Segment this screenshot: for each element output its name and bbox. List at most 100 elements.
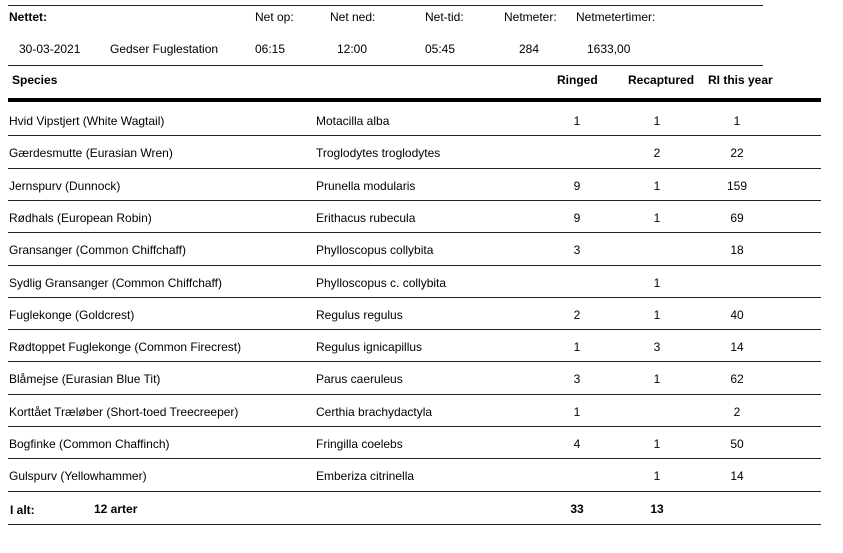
latin-name: Erithacus rubecula [316, 210, 416, 225]
ringed-count: 3 [573, 372, 581, 387]
header-top-rule [8, 5, 763, 6]
totals-rule [8, 524, 821, 525]
recaptured-count: 1 [653, 437, 661, 451]
net-ned-value: 12:00 [337, 42, 368, 56]
table-row: Hvid Vipstjert (White Wagtail) Motacilla … [0, 104, 843, 136]
ringed-count: 9 [573, 210, 581, 225]
latin-name: Parus caeruleus [316, 372, 403, 387]
station-name: Gedser Fuglestation [110, 42, 219, 56]
species-name: Gærdesmutte (Eurasian Wren) [9, 146, 173, 161]
netmeter-value: 284 [519, 42, 540, 56]
totals-row: I alt: 12 arter 33 13 [0, 492, 843, 524]
table-row: Rødhals (European Robin) Erithacus rubecu… [0, 201, 843, 233]
recaptured-count: 3 [653, 340, 661, 355]
ringed-count: 1 [573, 404, 581, 419]
netmeter-label: Netmeter: [504, 10, 557, 24]
table-row: Fuglekonge (Goldcrest) Regulus regulus 2 1 4… [0, 298, 843, 330]
totals-recaptured: 13 [650, 502, 664, 516]
latin-name: Regulus regulus [316, 307, 403, 322]
netmetertimer-label: Netmetertimer: [576, 10, 656, 24]
table-row: Gærdesmutte (Eurasian Wren) Troglodytes t… [0, 136, 843, 168]
species-name: Korttået Træløber (Short-toed Treecreepe… [9, 404, 239, 419]
net-tid-label: Net-tid: [425, 10, 464, 24]
totals-species-count: 12 arter [94, 502, 138, 516]
latin-name: Troglodytes troglodytes [316, 146, 441, 161]
row-divider [8, 393, 821, 395]
table-row: Gulspurv (Yellowhammer) Emberiza citrinel… [0, 459, 843, 491]
ri-this-year-count: 159 [726, 178, 748, 193]
recaptured-count: 1 [653, 210, 661, 225]
ri-this-year-count: 18 [730, 243, 744, 258]
net-op-label: Net op: [255, 10, 294, 24]
latin-name: Prunella modularis [316, 178, 416, 193]
row-divider [8, 490, 821, 492]
latin-name: Phylloscopus collybita [316, 243, 434, 258]
ringed-count: 3 [573, 243, 581, 258]
netmetertimer-value: 1633,00 [587, 42, 631, 56]
ri-this-year-count: 40 [730, 307, 744, 322]
species-name: Gransanger (Common Chiffchaff) [9, 243, 186, 258]
species-name: Gulspurv (Yellowhammer) [9, 469, 147, 484]
species-name: Rødtoppet Fuglekonge (Common Firecrest) [9, 340, 242, 355]
ri-this-year-count: 14 [730, 340, 744, 355]
latin-name: Fringilla coelebs [316, 437, 403, 451]
recaptured-count: 1 [653, 114, 661, 128]
net-date: 30-03-2021 [19, 42, 81, 56]
species-name: Blåmejse (Eurasian Blue Tit) [9, 372, 161, 387]
ri-this-year-count: 50 [730, 437, 744, 451]
recaptured-count: 1 [653, 307, 661, 322]
ri-this-year-count: 14 [730, 469, 744, 484]
recaptured-count: 1 [653, 275, 661, 290]
recaptured-count: 1 [653, 372, 661, 387]
ri-this-year-count: 22 [730, 146, 744, 161]
latin-name: Regulus ignicapillus [316, 340, 423, 355]
net-op-value: 06:15 [255, 42, 286, 56]
row-divider [8, 167, 821, 169]
latin-name: Phylloscopus c. collybita [316, 275, 447, 290]
table-row: Blåmejse (Eurasian Blue Tit) Parus caerul… [0, 362, 843, 394]
row-divider [8, 458, 821, 460]
col-ri-this-year: RI this year [708, 73, 773, 87]
species-name: Sydlig Gransanger (Common Chiffchaff) [9, 275, 222, 290]
col-recaptured: Recaptured [628, 73, 695, 87]
species-name: Jernspurv (Dunnock) [9, 178, 121, 193]
row-divider [8, 232, 821, 234]
species-name: Bogfinke (Common Chaffinch) [9, 437, 170, 451]
row-divider [8, 361, 821, 363]
net-ned-label: Net ned: [330, 10, 376, 24]
recaptured-count: 2 [653, 146, 661, 161]
row-divider [8, 296, 821, 298]
header-bottom-rule [8, 65, 763, 66]
ringed-count: 2 [573, 307, 581, 322]
ri-this-year-count: 69 [730, 210, 744, 225]
ringed-count: 4 [573, 437, 581, 451]
species-name: Rødhals (European Robin) [9, 210, 152, 225]
col-ringed: Ringed [557, 73, 598, 87]
species-name: Fuglekonge (Goldcrest) [9, 307, 135, 322]
ri-this-year-count: 62 [730, 372, 744, 387]
recaptured-count: 1 [653, 469, 661, 484]
row-divider [8, 135, 821, 137]
row-divider [8, 264, 821, 266]
totals-ringed: 33 [570, 502, 584, 516]
totals-label: I alt: [10, 503, 35, 517]
nettet-label: Nettet: [9, 10, 47, 24]
table-row: Rødtoppet Fuglekonge (Common Firecrest) R… [0, 330, 843, 362]
row-divider [8, 199, 821, 201]
recaptured-count: 1 [653, 178, 661, 193]
net-tid-value: 05:45 [425, 42, 456, 56]
ri-this-year-count: 1 [733, 114, 741, 128]
column-header-rule [8, 98, 821, 102]
row-divider [8, 329, 821, 331]
table-row: Jernspurv (Dunnock) Prunella modularis 9 1 1… [0, 169, 843, 201]
ringed-count: 1 [573, 114, 581, 128]
row-divider [8, 426, 821, 427]
ri-this-year-count: 2 [733, 404, 741, 419]
species-name: Hvid Vipstjert (White Wagtail) [9, 114, 165, 128]
latin-name: Emberiza citrinella [316, 469, 415, 484]
ringed-count: 9 [573, 178, 581, 193]
latin-name: Motacilla alba [316, 114, 390, 128]
table-row: Sydlig Gransanger (Common Chiffchaff) Phy… [0, 266, 843, 298]
table-row: Korttået Træløber (Short-toed Treecreepe… [0, 395, 843, 427]
table-row: Bogfinke (Common Chaffinch) Fringilla coe… [0, 427, 843, 459]
